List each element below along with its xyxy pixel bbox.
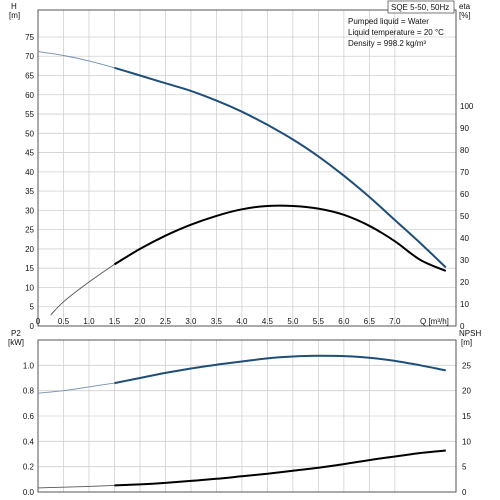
tick-labels: 0 0.5 1.0 1.5 2.0 2.5 3.0 3.5 4.0 4.5 5.0 5.5 6.0 6.5… [23,33,474,497]
p2-tick-label: 0.2 [23,463,35,472]
eta-curve [113,204,447,272]
h-tick-label: 60 [25,91,34,100]
p2-curve-extrapolated [37,382,115,394]
eta-tick-label: 40 [460,234,469,243]
eta-tick-label: 70 [460,168,469,177]
eta-tick-label: 80 [460,146,469,155]
x-tick-label: 3.0 [185,317,197,326]
npsh-tick-label: 10 [462,437,471,446]
p2-tick-label: 0.8 [23,387,35,396]
x-tick-label: 7.0 [389,317,401,326]
x-tick-label: 4.5 [262,317,274,326]
p2-tick-label: 1.0 [23,361,35,370]
p2-curve [114,354,446,385]
p2-tick-label: 0.0 [23,488,35,497]
npsh-curve [114,449,446,487]
x-tick-label: 0.5 [58,317,70,326]
x-tick-label: 4.0 [236,317,248,326]
npsh-curve-extrapolated [37,484,115,489]
eta-curve-extrapolated [50,263,115,316]
x-tick-label: 2.5 [160,317,172,326]
x-tick-label: 5.5 [313,317,325,326]
top-chart-grid [37,10,456,327]
x-tick-label: 2.0 [134,317,146,326]
h-tick-label: 15 [25,264,34,273]
h-tick-label: 5 [30,303,35,312]
h-tick-label: 55 [25,110,34,119]
info-density: Density = 998.2 kg/m³ [348,39,426,48]
h-axis-unit: [m] [9,11,20,20]
h-tick-label: 65 [25,72,34,81]
bottom-chart-frame [37,339,457,493]
eta-tick-label: 50 [460,212,469,221]
h-tick-label: 10 [25,283,34,292]
h-tick-label: 40 [25,168,34,177]
h-tick-label: 50 [25,129,34,138]
eta-axis-title: eta [459,2,471,11]
npsh-axis-title: NPSH [459,329,481,338]
x-tick-label: 6.5 [364,317,376,326]
x-tick-label: 3.5 [211,317,223,326]
h-tick-label: 30 [25,206,34,215]
h-tick-label: 70 [25,52,34,61]
bottom-chart-grid [37,340,456,493]
info-liquid-temperature: Liquid temperature = 20 °C [348,28,444,37]
chart-title: SQE 5-50, 50Hz [391,3,449,12]
x-tick-label: 1.0 [83,317,95,326]
p2-axis-title: P2 [11,329,21,338]
curves [37,51,447,489]
q-axis-title: Q [m³/h] [420,317,449,326]
h-curve-extrapolated [37,51,115,69]
h-curve [114,66,447,269]
eta-tick-label: 30 [460,256,469,265]
npsh-tick-label: 5 [462,463,467,472]
eta-tick-label: 10 [460,300,469,309]
eta-tick-label: 90 [460,124,469,133]
x-tick-label: 6.0 [338,317,350,326]
h-tick-label: 35 [25,187,34,196]
h-tick-label: 20 [25,245,34,254]
npsh-tick-label: 25 [462,361,471,370]
eta-tick-label: 100 [460,102,474,111]
npsh-tick-label: 15 [462,412,471,421]
npsh-tick-label: 20 [462,387,471,396]
top-chart-frame [37,9,457,327]
eta-axis-unit: [%] [459,11,471,20]
h-tick-label: 25 [25,226,34,235]
info-pumped-liquid: Pumped liquid = Water [348,17,429,26]
p2-tick-label: 0.4 [23,437,35,446]
eta-tick-label: 60 [460,190,469,199]
p2-axis-unit: [kW] [8,338,24,347]
title-box [387,0,455,14]
x-tick-label: 5.0 [287,317,299,326]
npsh-axis-unit: [m] [461,338,472,347]
h-tick-label: 75 [25,33,34,42]
p2-tick-label: 0.6 [23,412,35,421]
npsh-tick-label: 0 [462,488,467,497]
eta-tick-label: 20 [460,278,469,287]
h-tick-label: 45 [25,149,34,158]
x-tick-label: 1.5 [109,317,121,326]
eta-tick-label: 0 [460,322,465,331]
x-tick-label: 0 [36,317,41,326]
h-axis-title: H [11,2,17,11]
h-tick-label: 0 [30,322,35,331]
